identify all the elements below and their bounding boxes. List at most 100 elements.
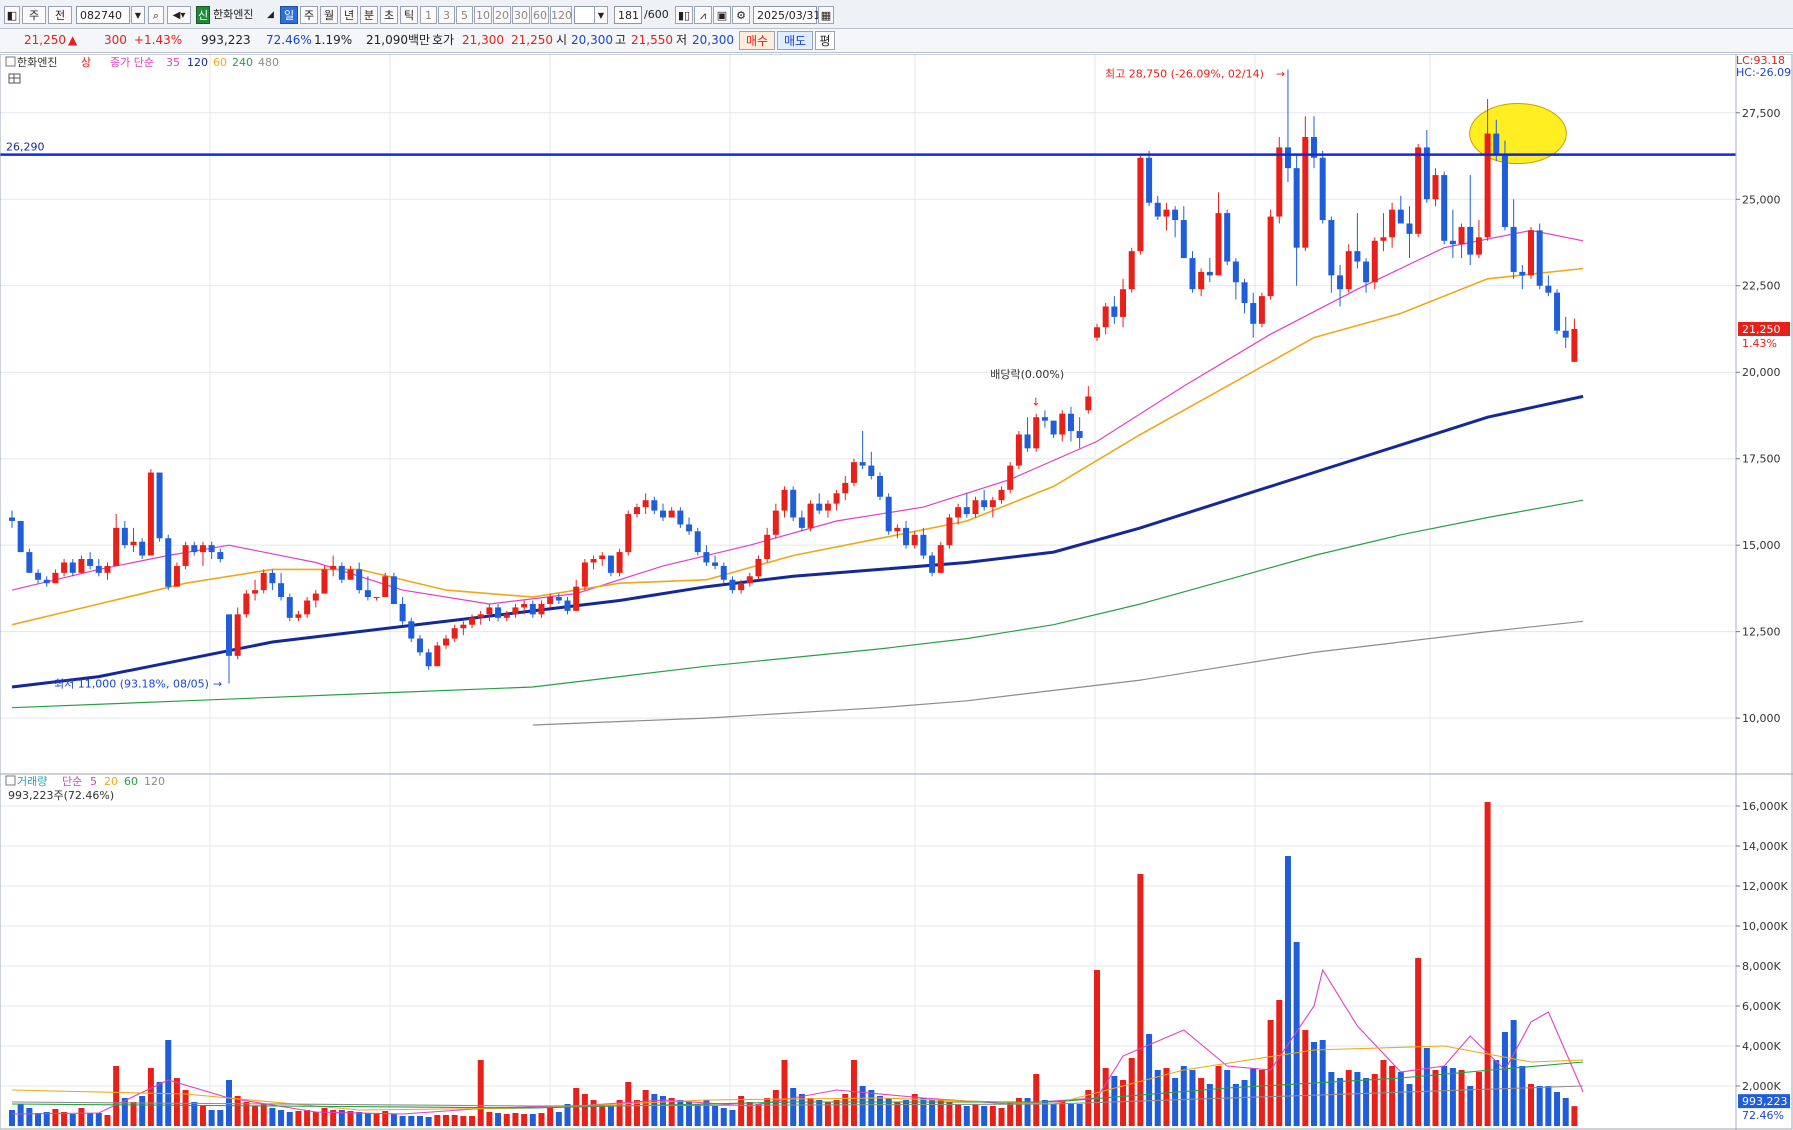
candle-body [581,562,588,587]
price-change: 300 [104,33,127,47]
interval-1[interactable]: 1 [420,6,437,24]
period-minute[interactable]: 분 [360,6,378,24]
period-week[interactable]: 주 [300,6,318,24]
candle-body [903,527,910,546]
volume-legend-ma-20: 20 [104,775,118,788]
interval-120[interactable]: 120 [550,6,572,24]
candle-body [894,527,901,532]
legend-toggle-icon[interactable] [5,56,16,67]
interval-30[interactable]: 30 [512,6,530,24]
price-tick-label: 27,500 [1742,107,1781,120]
period-month[interactable]: 월 [320,6,338,24]
save-icon[interactable]: ▣ [713,6,731,24]
candle-body [911,534,918,546]
line-chart-icon[interactable]: ⩘ [694,6,712,24]
volume-tick-label: 12,000K [1742,880,1788,893]
last-pct-label: 1.43% [1742,337,1777,350]
volume-bar [590,1100,597,1126]
view-select[interactable]: 주 [22,6,46,24]
dividend-annotation: 배당락(0.00%) [990,368,1064,381]
legend-toggle-icon[interactable] [5,775,16,786]
period-tick[interactable]: 틱 [400,6,418,24]
candle-type-icon[interactable]: ▮▯ [675,6,693,24]
volume-bar [1432,1070,1439,1126]
candle-body [929,555,936,573]
volume-ma-120-line [11,1085,1584,1107]
candle-body [451,628,458,639]
volume-bar [295,1111,302,1126]
chart-border [0,54,1793,1130]
volume-bar [694,1104,701,1126]
chevron-down-icon[interactable]: ▼ [594,6,608,24]
speaker-icon[interactable]: ◀▾ [167,6,191,24]
ask-price: 21,300 [462,33,504,47]
code-input[interactable]: 082740 [76,6,130,24]
candle-body [243,593,250,615]
low-label: 저 [676,33,688,47]
ma-480-line [532,620,1584,726]
chart-settings-icon[interactable]: ◧ [4,6,20,24]
chevron-down-icon[interactable]: ▼ [131,6,145,24]
candle-body [1276,147,1283,217]
volume-bar [173,1078,180,1126]
stock-chart[interactable]: 26,290 10,000 12,500 15,000 17,500 20,000 22,… [0,54,1793,1130]
volume-bar [686,1102,693,1126]
volume-bar [616,1100,623,1126]
resistance-line: 26,290 [0,141,1736,156]
interval-3[interactable]: 3 [438,6,455,24]
candle-body [52,572,59,584]
candle-body [1180,220,1187,259]
sell-button[interactable]: 매도 [777,31,813,50]
volume-bar [660,1096,666,1126]
volume-bar [434,1115,441,1126]
volume-bar [989,1106,996,1126]
candle-body [755,559,762,577]
volume-bar [746,1102,753,1126]
up-arrow-icon: ▲ [68,33,78,47]
volume-bar [1146,1034,1153,1126]
volume-bar [1467,1086,1474,1126]
interval-60[interactable]: 60 [531,6,549,24]
candle-body [1536,230,1543,286]
volume-bar [130,1102,137,1126]
buy-button[interactable]: 매수 [739,31,775,50]
interval-20[interactable]: 20 [493,6,511,24]
candle-body [1067,413,1074,432]
volume-bar [842,1094,849,1126]
search-icon[interactable]: ⌕ [148,6,164,24]
volume-bar [885,1098,892,1126]
volume-bar [547,1106,554,1126]
bid-price: 21,250 [511,33,553,47]
candle-body [1128,251,1135,290]
period-day[interactable]: 일 [280,6,298,24]
interval-10[interactable]: 10 [474,6,492,24]
candle-body [252,590,259,594]
candle-body [477,614,484,618]
candle-body [78,559,85,573]
date-input[interactable]: 2025/03/31 [753,6,820,24]
gear-icon[interactable]: ⚙ [732,6,750,24]
volume-tick-label: 14,000K [1742,840,1788,853]
period-year[interactable]: 년 [340,6,358,24]
candle-body [616,552,623,573]
price-tick-label: 12,500 [1742,626,1781,639]
volume-bar [87,1113,94,1126]
calendar-icon[interactable]: ▦ [818,6,834,24]
interval-5[interactable]: 5 [456,6,473,24]
period-second[interactable]: 초 [380,6,398,24]
eval-button[interactable]: 평 [815,31,835,50]
volume-bar [425,1117,432,1126]
candle-body [234,614,241,656]
count-input[interactable]: 181 [614,6,642,24]
market-select[interactable]: 전 [48,6,72,24]
candle-body [1337,275,1344,290]
volume-bar [1007,1102,1014,1126]
volume-bar [1423,1048,1430,1126]
candle-body [9,517,15,521]
candle-body [633,507,640,515]
volume-bar [1206,1084,1213,1126]
candle-body [304,600,311,615]
volume-bar [833,1100,840,1126]
volume-bar [807,1098,814,1126]
candle-body [113,527,120,566]
